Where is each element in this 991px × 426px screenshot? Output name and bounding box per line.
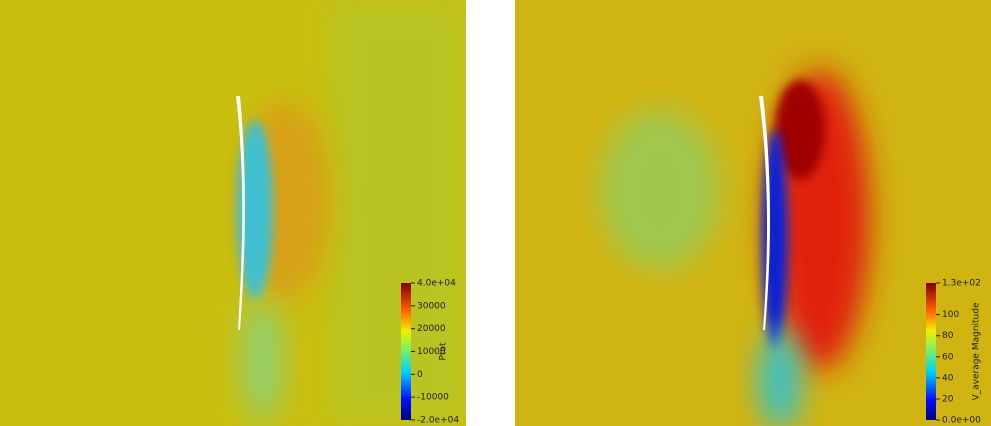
tick-label: 1.3e+02 <box>942 279 981 289</box>
tick-label: 40 <box>942 373 954 383</box>
tick-label: 100 <box>942 310 959 320</box>
tick-label: -2.0e+04 <box>417 416 459 426</box>
velocity-field <box>515 0 991 426</box>
colorbar-label: V_average Magnitude <box>972 302 982 401</box>
colorbar <box>401 283 411 420</box>
tick-label: 20000 <box>417 324 446 334</box>
colorbar <box>926 283 936 420</box>
tick-label: 30000 <box>417 301 446 311</box>
pressure-field <box>0 0 466 426</box>
figure: 4.0e+043000020000100000-10000-2.0e+04Pto… <box>0 0 991 426</box>
tick-label: 0.0e+00 <box>942 416 981 426</box>
colorbar-label: Ptot <box>439 342 449 360</box>
tick-label: 80 <box>942 331 954 341</box>
tick-label: 20 <box>942 394 954 404</box>
tick-label: 60 <box>942 352 954 362</box>
tick-label: 4.0e+04 <box>417 279 456 289</box>
tick-label: -10000 <box>417 393 449 403</box>
page: 4.0e+043000020000100000-10000-2.0e+04Pto… <box>0 0 991 426</box>
tick-label: 0 <box>417 370 423 380</box>
